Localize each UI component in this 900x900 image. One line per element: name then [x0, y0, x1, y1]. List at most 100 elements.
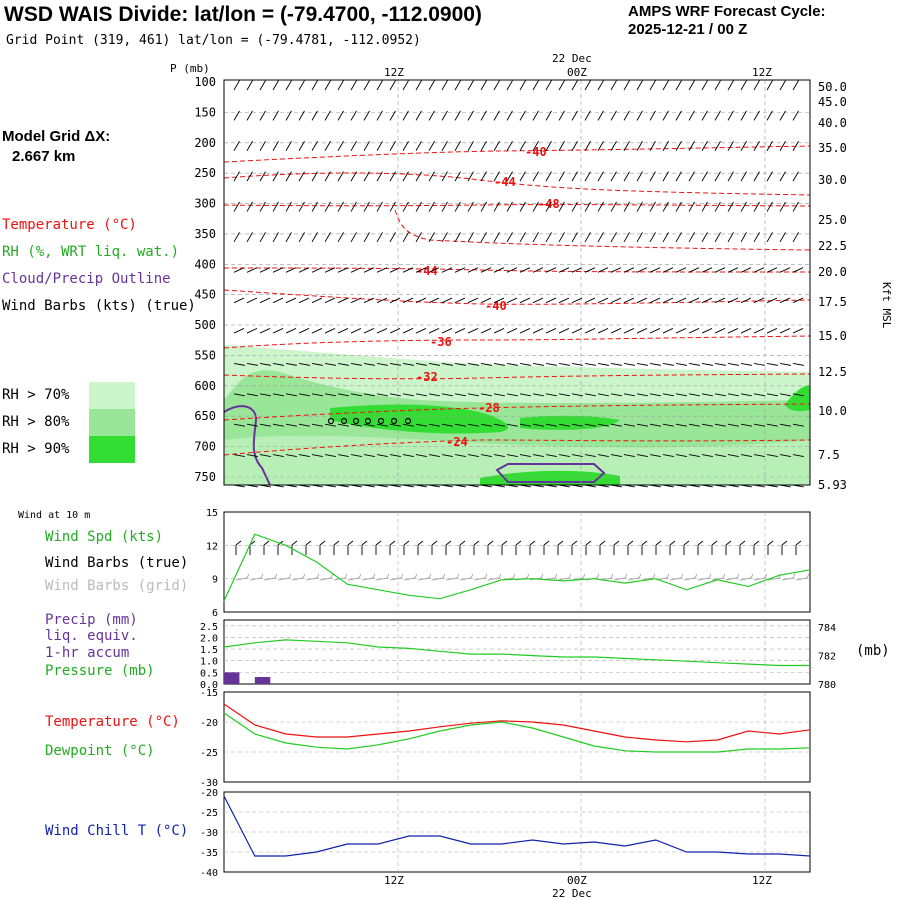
- wind-barb: [233, 232, 240, 243]
- temp-grid: [224, 692, 810, 782]
- wind-barb: [792, 201, 799, 212]
- chill-tick-labels: -40 -35 -30 -25 -20: [200, 788, 218, 879]
- wind-barb: [415, 141, 422, 151]
- wind-barb: [636, 141, 643, 151]
- wind-barb: [363, 363, 375, 366]
- wind-barb: [727, 201, 734, 212]
- wind-barb: [662, 363, 674, 366]
- wind-barb: [233, 297, 245, 304]
- wind-barb: [259, 328, 271, 334]
- chill-grid: [224, 792, 810, 872]
- wind-barb: [545, 328, 557, 334]
- wind-barb: [675, 363, 687, 366]
- wind-barb: [402, 171, 409, 182]
- wind-barb: [467, 110, 474, 121]
- wind-barb: [246, 267, 258, 273]
- wind-barb: [402, 201, 409, 212]
- temperature-contour-label: -40: [485, 299, 507, 313]
- wind-barb: [714, 267, 726, 273]
- wind-barb: [467, 201, 474, 212]
- wind-barb: [636, 423, 648, 427]
- wind-barb: [636, 363, 648, 366]
- wind-barb: [285, 328, 297, 334]
- wind-barb: [363, 297, 375, 304]
- wind-barb: [246, 80, 253, 91]
- wind-barb: [662, 201, 669, 212]
- value-tick-label: 9: [212, 575, 218, 586]
- precip-bars: [224, 672, 271, 684]
- wind-barb: [792, 267, 804, 273]
- wind-barb: [298, 454, 310, 457]
- wind-barb: [597, 328, 609, 334]
- wind-barb: [610, 393, 622, 397]
- wind-barb: [701, 297, 713, 304]
- kft-tick-label: 25.0: [818, 213, 847, 227]
- wind-barb: [259, 171, 266, 182]
- rh80-swatch: [89, 409, 135, 436]
- wind-barb: [467, 423, 479, 427]
- wind-barb: [324, 141, 331, 151]
- kft-tick-label: 22.5: [818, 239, 847, 253]
- rh80-region-b: [224, 435, 810, 485]
- wind-barb: [623, 201, 630, 212]
- wind-barb: [662, 423, 674, 427]
- wind-barb: [714, 232, 721, 243]
- wind-barb: [558, 328, 570, 334]
- wind-barb: [402, 328, 414, 334]
- kft-tick-label: 15.0: [818, 329, 847, 343]
- wind-barb: [454, 393, 466, 397]
- wind-barb: [454, 110, 461, 121]
- wind-barb-true-feather: [319, 540, 326, 546]
- wind-barb: [519, 393, 531, 397]
- wind-barb: [454, 201, 461, 212]
- temperature-contour-label: -44: [494, 175, 516, 189]
- wind-barb: [493, 393, 505, 397]
- wind-barb: [285, 110, 292, 121]
- wind-barb: [467, 363, 479, 366]
- wind-barb: [272, 328, 284, 334]
- wind-barb: [376, 267, 388, 273]
- wind-barb: [623, 393, 635, 397]
- wind-barb: [558, 267, 570, 273]
- wind-barb: [324, 171, 331, 182]
- wind-barb-true-feather: [263, 540, 270, 546]
- wind-barb: [675, 201, 682, 212]
- rh70-label: RH > 70%: [2, 387, 70, 403]
- wind-barb: [389, 363, 401, 366]
- wind-barb-true-feather: [795, 540, 802, 546]
- value-tick-label: -35: [200, 848, 218, 859]
- pressure-unit-label: (mb): [856, 643, 890, 659]
- wind-barb: [259, 201, 266, 212]
- wind-barb: [753, 171, 760, 182]
- wind-barb: [493, 454, 505, 457]
- wind-barb: [467, 393, 479, 397]
- wind-barb: [506, 393, 518, 397]
- wind-barb: [441, 232, 448, 243]
- pressure-tick-label: 450: [194, 288, 216, 302]
- wind-barb-grid: [795, 577, 808, 581]
- wind-barb: [389, 232, 396, 243]
- wind-barb: [545, 363, 557, 366]
- wind-barb: [688, 232, 695, 243]
- wind-barb: [389, 141, 396, 151]
- wind-barb: [584, 201, 591, 212]
- wind-barb: [545, 141, 552, 151]
- wind-barb: [571, 201, 578, 212]
- wind-barb: [233, 363, 245, 366]
- wind-barb: [610, 363, 622, 366]
- wind-barb-grid-feather: [498, 573, 502, 579]
- wind-barb: [298, 393, 310, 397]
- wind-barb: [532, 454, 544, 457]
- wind-barb: [610, 232, 617, 243]
- wind-barb: [441, 393, 453, 397]
- wind-barb: [649, 363, 661, 366]
- wind-barb: [298, 141, 305, 151]
- wind-barb: [675, 297, 687, 304]
- rh70-swatch: [89, 382, 135, 409]
- value-tick-label: 0.0: [200, 680, 218, 691]
- wind-barb-true-feather: [585, 540, 592, 546]
- wind-barb: [376, 328, 388, 334]
- wind-barb: [350, 232, 357, 243]
- pressure-tick-label: 350: [194, 227, 216, 241]
- wind-barb: [298, 232, 305, 243]
